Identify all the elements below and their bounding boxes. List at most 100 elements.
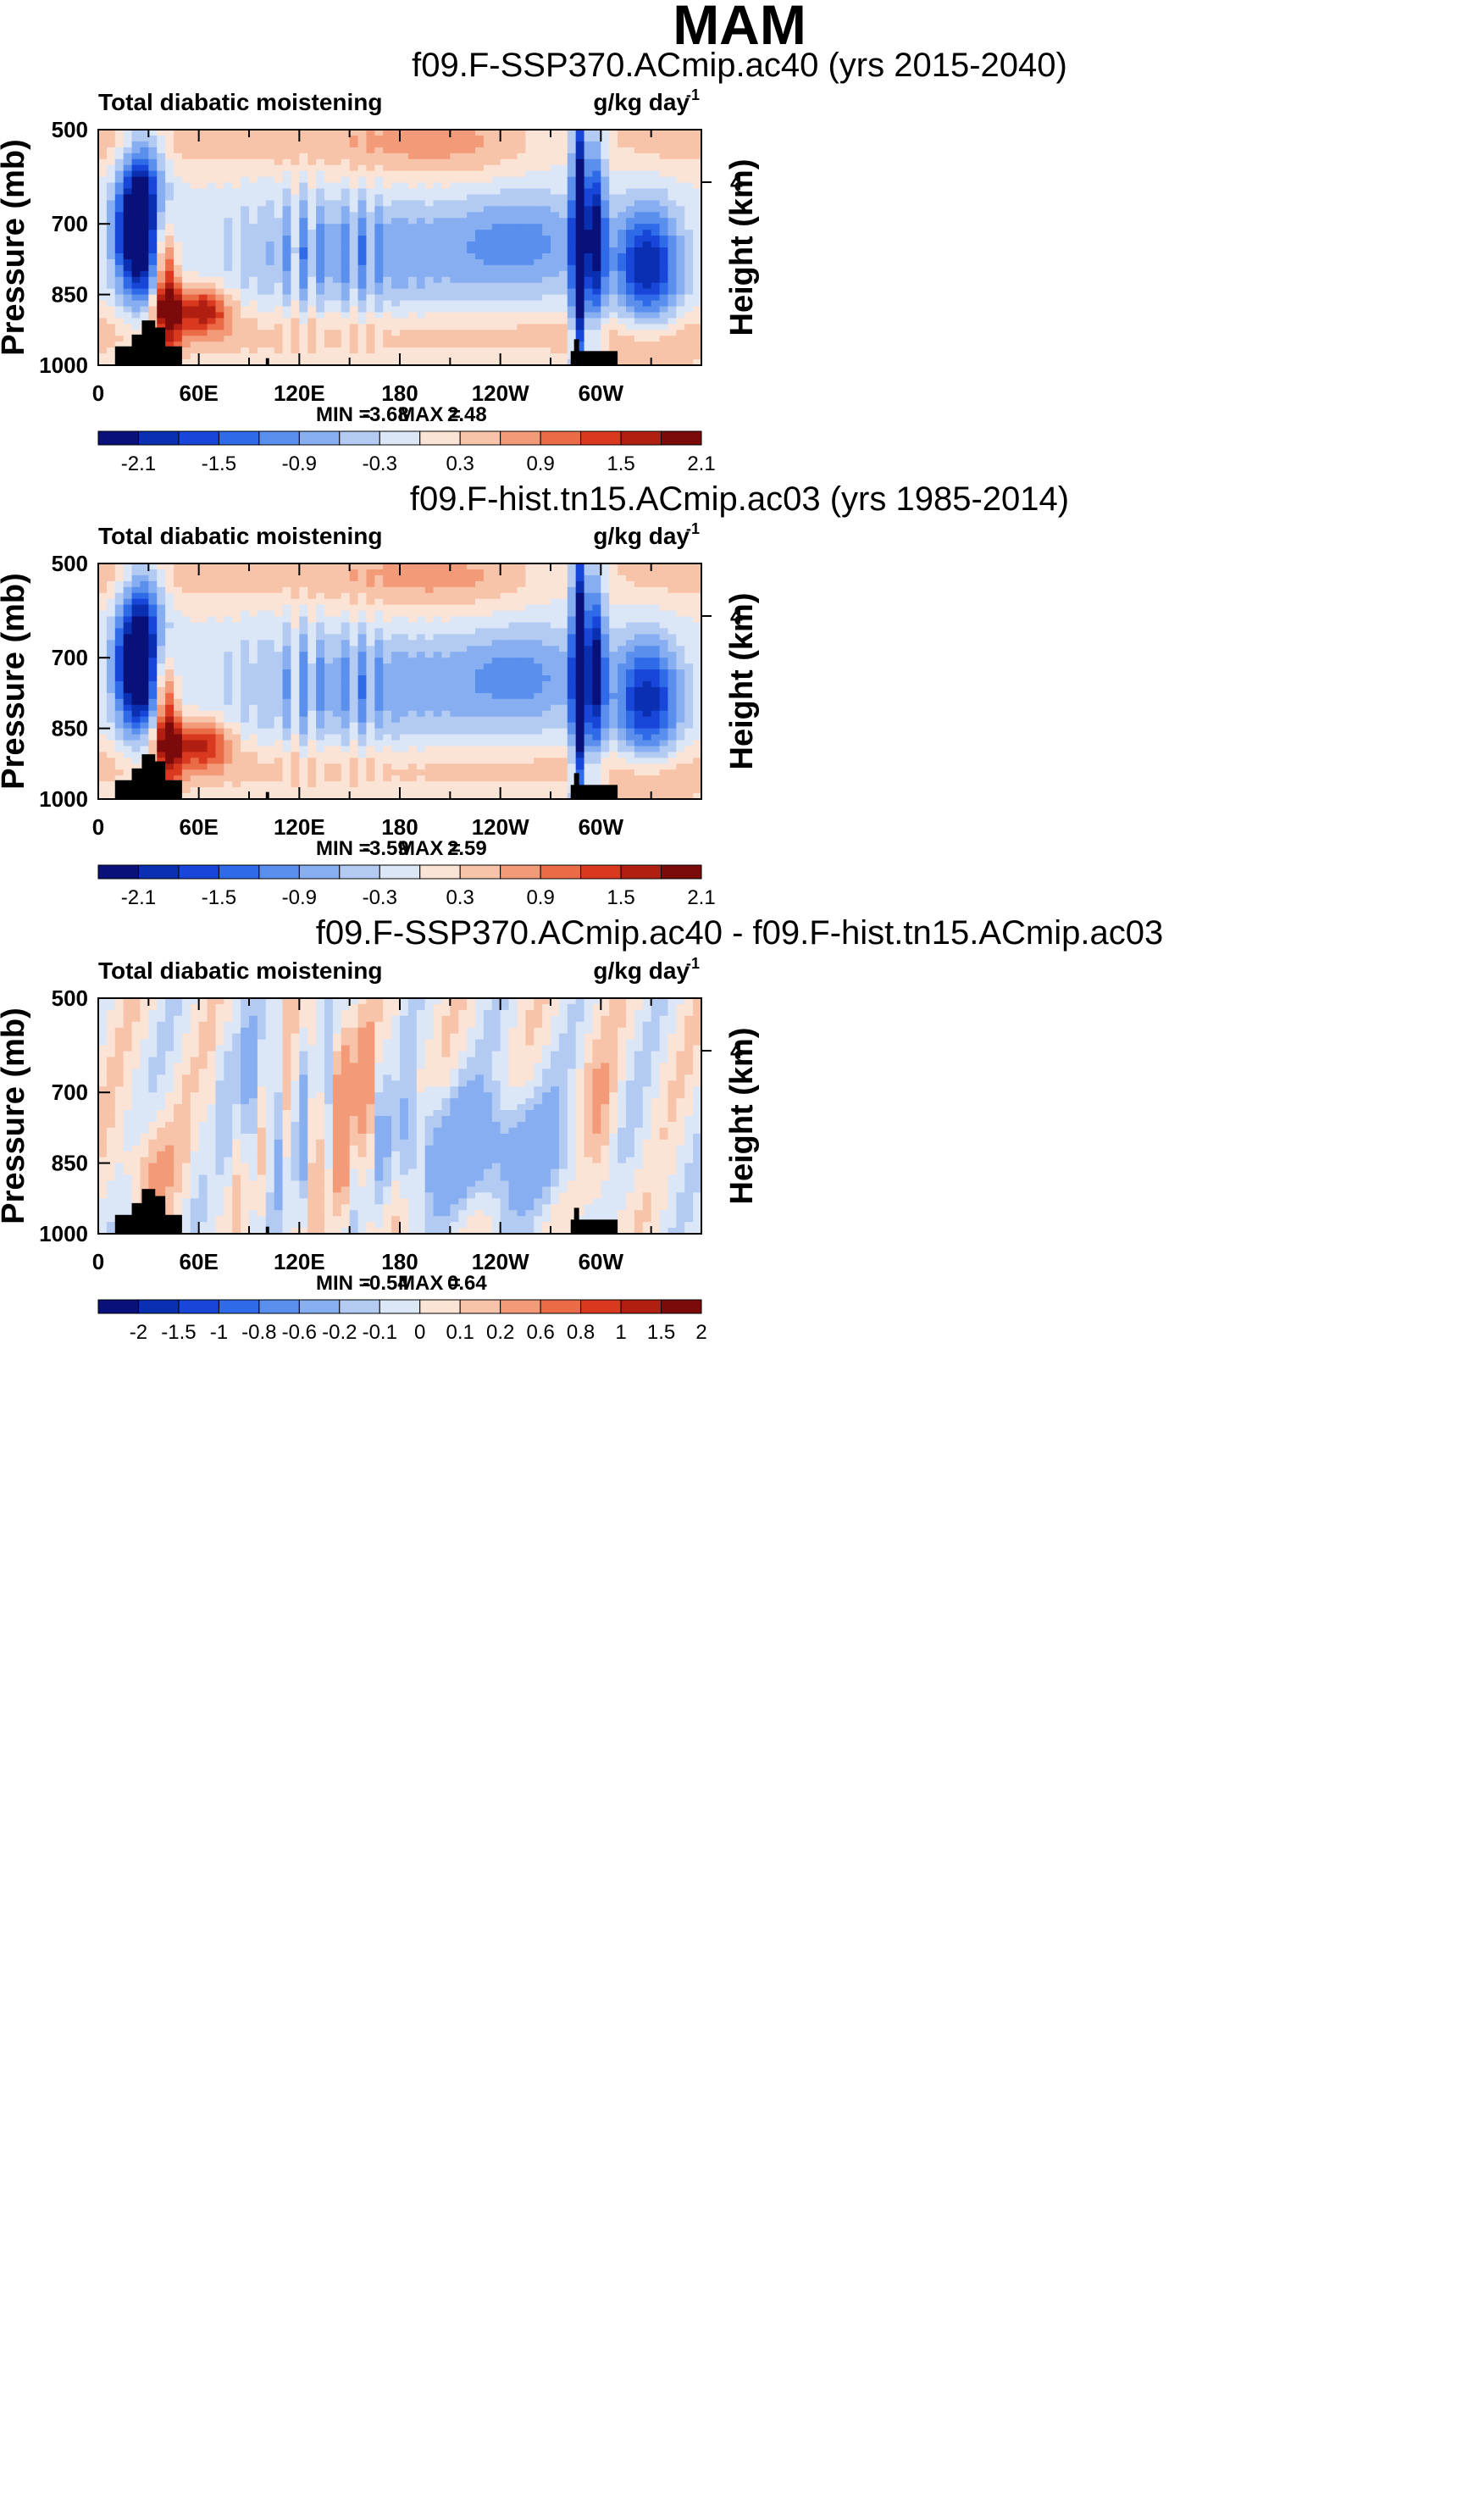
heatmap-cell [316, 716, 325, 724]
heatmap-cell [483, 212, 493, 219]
heatmap-cell [584, 224, 594, 230]
heatmap-cell [332, 212, 342, 219]
heatmap-cell [424, 336, 435, 342]
heatmap-cell [601, 698, 610, 706]
heatmap-cell [257, 586, 267, 594]
heatmap-cell [407, 230, 418, 236]
heatmap-cell [207, 276, 217, 284]
heatmap-cell [416, 640, 426, 647]
heatmap-cell [374, 598, 384, 606]
heatmap-cell [601, 646, 610, 652]
heatmap-cell [592, 130, 601, 136]
heatmap-cell [659, 218, 669, 225]
heatmap-cell [232, 270, 241, 278]
heatmap-cell [98, 658, 108, 664]
heatmap-cell [551, 563, 560, 570]
heatmap-cell [693, 604, 702, 612]
heatmap-cell [391, 675, 401, 682]
heatmap-cell [659, 130, 669, 136]
heatmap-cell [567, 318, 577, 325]
heatmap-cell [249, 270, 258, 278]
heatmap-cell [265, 569, 275, 576]
heatmap-cell [416, 347, 426, 354]
heatmap-cell [667, 141, 677, 148]
heatmap-cell [467, 580, 476, 588]
heatmap-cell [307, 253, 317, 260]
heatmap-cell [374, 698, 384, 706]
heatmap-cell [198, 353, 208, 360]
heatmap-cell [190, 194, 200, 201]
heatmap-cell [676, 300, 685, 308]
heatmap-cell [601, 710, 610, 718]
heatmap-cell [232, 592, 241, 600]
heatmap-cell [676, 247, 685, 254]
heatmap-cell [491, 318, 501, 325]
heatmap-cell [357, 176, 368, 184]
heatmap-cell [567, 658, 577, 664]
heatmap-cell [433, 640, 443, 647]
heatmap-cell [467, 288, 476, 296]
heatmap-cell [626, 247, 635, 254]
heatmap-cell [181, 194, 191, 201]
heatmap-cell [357, 194, 368, 201]
heatmap-cell [592, 200, 601, 207]
heatmap-cell [676, 147, 685, 154]
heatmap-cell [224, 646, 233, 652]
heatmap-cell [291, 604, 300, 612]
heatmap-cell [400, 610, 409, 618]
heatmap-cell [299, 598, 308, 606]
heatmap-cell [282, 686, 292, 694]
heatmap-cell [500, 710, 510, 718]
heatmap-cell [140, 306, 149, 314]
heatmap-cell [316, 158, 325, 166]
heatmap-cell [324, 347, 334, 354]
heatmap-cell [558, 312, 568, 319]
heatmap-cell [181, 634, 191, 641]
heatmap-cell [316, 206, 325, 213]
heatmap-cell [349, 176, 359, 184]
heatmap-cell [693, 176, 702, 184]
heatmap-cell [366, 212, 375, 219]
heatmap-cell [374, 282, 384, 290]
heatmap-cell [291, 610, 300, 618]
heatmap-cell [667, 646, 677, 652]
heatmap-cell [667, 330, 677, 336]
heatmap-cell [357, 130, 368, 136]
heatmap-cell [274, 710, 284, 718]
heatmap-cell [659, 264, 669, 272]
heatmap-cell [416, 270, 426, 278]
heatmap-cell [684, 669, 694, 676]
heatmap-cell [106, 147, 116, 154]
heatmap-cell [609, 658, 618, 664]
heatmap-cell [165, 616, 174, 624]
heatmap-cell [383, 282, 392, 290]
heatmap-cell [383, 646, 392, 652]
heatmap-cell [667, 312, 677, 319]
heatmap-cell [249, 628, 258, 635]
heatmap-cell [324, 658, 334, 664]
heatmap-cell [123, 681, 133, 688]
heatmap-cell [131, 652, 141, 658]
heatmap-cell [491, 135, 501, 142]
heatmap-cell [424, 658, 435, 664]
heatmap-cell [232, 598, 241, 606]
heatmap-cell [366, 563, 375, 570]
heatmap-cell [424, 669, 435, 676]
heatmap-cell [441, 616, 451, 624]
heatmap-cell [676, 616, 685, 624]
heatmap-cell [575, 336, 585, 342]
heatmap-cell [575, 300, 585, 308]
heatmap-cell [626, 270, 635, 278]
heatmap-cell [634, 658, 644, 664]
heatmap-cell [174, 634, 183, 641]
heatmap-cell [383, 324, 392, 330]
heatmap-cell [190, 241, 200, 248]
heatmap-cell [642, 206, 652, 213]
heatmap-cell [525, 282, 535, 290]
heatmap-cell [618, 324, 627, 330]
heatmap-cell [467, 586, 476, 594]
heatmap-cell [567, 722, 577, 730]
heatmap-cell [265, 247, 275, 254]
heatmap-cell [224, 663, 233, 670]
heatmap-cell [157, 194, 166, 201]
